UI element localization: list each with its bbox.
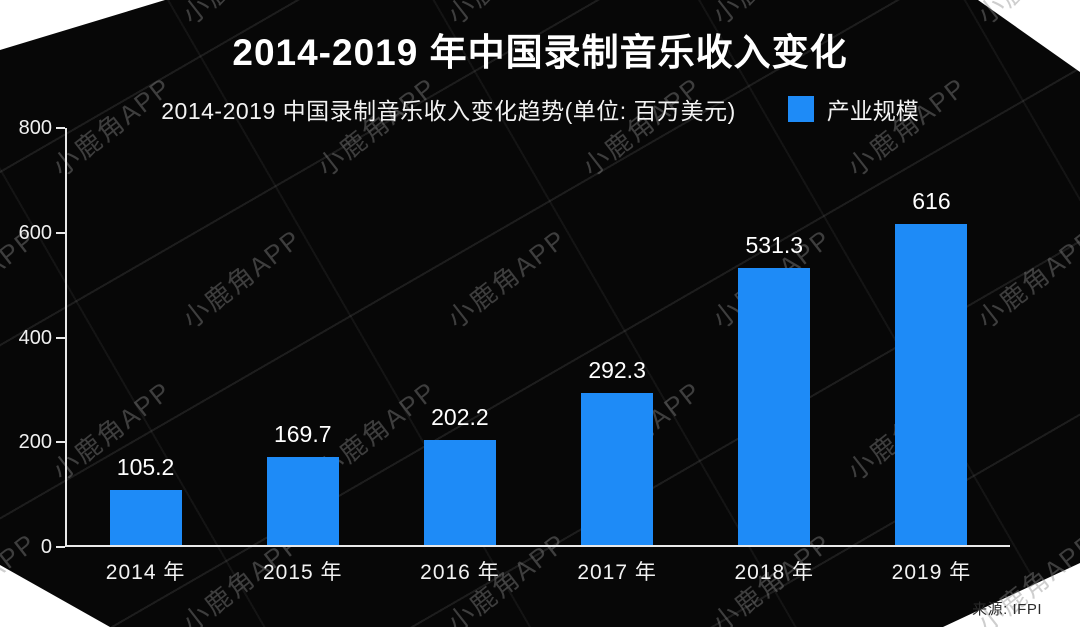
bar-value-label: 616 bbox=[912, 187, 951, 214]
y-tick-mark bbox=[56, 336, 65, 339]
chart-subtitle: 2014-2019 中国录制音乐收入变化趋势(单位: 百万美元) bbox=[161, 98, 736, 124]
bar: 531.3 bbox=[738, 232, 811, 545]
bar-value-label: 531.3 bbox=[745, 232, 804, 259]
bar-value-label: 292.3 bbox=[588, 356, 646, 383]
y-tick-label: 600 bbox=[18, 221, 52, 244]
bar-value-label: 202.2 bbox=[431, 403, 489, 430]
bar: 616 bbox=[895, 188, 968, 545]
x-axis-label: 2019 年 bbox=[891, 561, 972, 584]
x-axis-label: 2015 年 bbox=[262, 561, 343, 584]
bar: 292.3 bbox=[581, 357, 654, 545]
y-tick-label: 200 bbox=[18, 431, 52, 454]
bar-chart: 0 200 400 600 800 105.2 169.7 202.2 292.3 531.3 6… bbox=[18, 117, 1010, 558]
plot-area: 105.2 169.7 202.2 292.3 531.3 616 bbox=[65, 128, 1010, 547]
bar-group: 531.3 bbox=[696, 128, 853, 545]
y-tick-label: 400 bbox=[18, 326, 52, 349]
y-tick-mark bbox=[56, 127, 65, 129]
y-tick-label: 0 bbox=[40, 536, 52, 558]
bar: 169.7 bbox=[266, 421, 339, 545]
bar-group: 169.7 bbox=[224, 128, 381, 545]
y-axis: 0 200 400 600 800 bbox=[18, 117, 65, 558]
y-tick-mark bbox=[56, 231, 65, 234]
legend: 产业规模 bbox=[787, 92, 919, 126]
y-tick-mark bbox=[56, 441, 65, 444]
bar-group: 616 bbox=[853, 128, 1010, 545]
bar: 202.2 bbox=[423, 404, 496, 545]
bar-value-label: 105.2 bbox=[116, 454, 175, 481]
legend-label: 产业规模 bbox=[826, 98, 919, 124]
bar-group: 292.3 bbox=[539, 128, 696, 545]
bar: 105.2 bbox=[109, 454, 182, 545]
y-tick-mark bbox=[56, 546, 65, 548]
legend-swatch-icon bbox=[787, 96, 814, 122]
x-axis-label: 2014 年 bbox=[105, 561, 186, 584]
subtitle-row: 2014-2019 中国录制音乐收入变化趋势(单位: 百万美元) 产业规模 bbox=[0, 92, 1080, 126]
page-title: 2014-2019 年中国录制音乐收入变化 bbox=[232, 32, 848, 73]
x-axis-label: 2018 年 bbox=[734, 561, 815, 584]
x-axis-label: 2016 年 bbox=[420, 561, 500, 584]
x-axis-label: 2017 年 bbox=[577, 561, 657, 584]
bar-group: 202.2 bbox=[381, 128, 538, 545]
y-tick-label: 800 bbox=[18, 117, 52, 139]
source-label: 来源: IFPI bbox=[972, 601, 1042, 618]
bar-group: 105.2 bbox=[67, 128, 224, 545]
x-axis: 2014 年 2015 年 2016 年 2017 年 2018 年 2019 年 bbox=[67, 556, 1010, 586]
bar-value-label: 169.7 bbox=[273, 420, 332, 447]
